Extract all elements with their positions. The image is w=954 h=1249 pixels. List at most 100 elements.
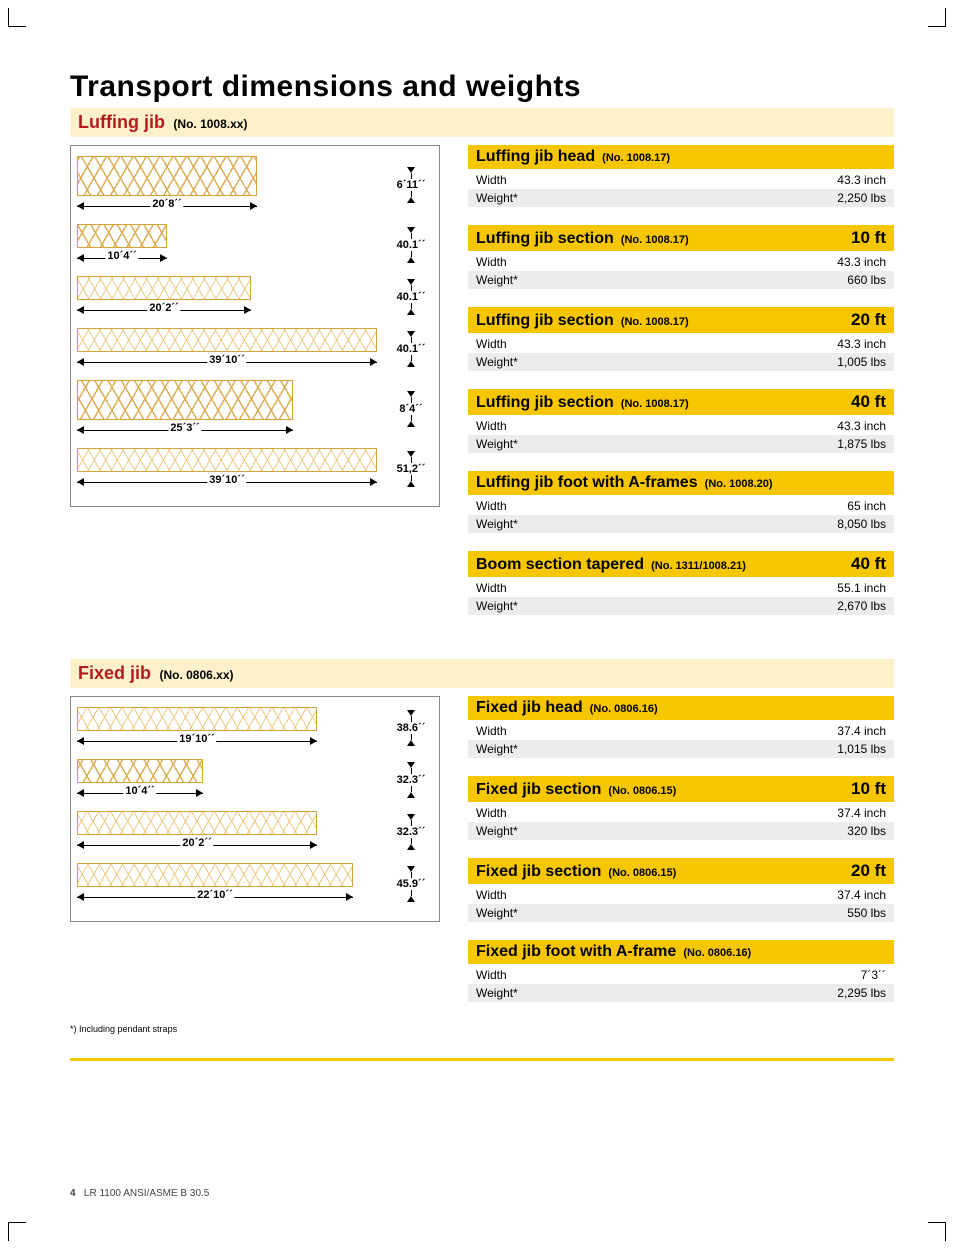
spec-header: Fixed jib section (No. 0806.15)10 ft bbox=[468, 776, 894, 804]
truss-icon bbox=[77, 276, 251, 300]
spec-row: Weight*8,050 lbs bbox=[468, 515, 894, 533]
spec-block: Fixed jib section (No. 0806.15)10 ftWidt… bbox=[468, 776, 894, 840]
diagram-row: 39´10´´ 51,2´´ bbox=[77, 448, 433, 490]
spec-sub: (No. 1008.17) bbox=[618, 398, 689, 410]
spec-right: 20 ft bbox=[851, 861, 886, 881]
diagram-row: 10´4´´ 40.1´´ bbox=[77, 224, 433, 266]
length-dimension: 39´10´´ bbox=[77, 476, 389, 490]
spec-row: Width43.3 inch bbox=[468, 335, 894, 353]
spec-sub: (No. 1008.17) bbox=[599, 152, 670, 164]
height-label: 38.6´´ bbox=[397, 722, 426, 734]
page-footer: 4 LR 1100 ANSI/ASME B 30.5 bbox=[70, 1188, 209, 1199]
length-dimension: 19´10´´ bbox=[77, 735, 389, 749]
height-dimension: 8´4´´ bbox=[389, 391, 433, 427]
spec-row-value: 37.4 inch bbox=[837, 806, 886, 820]
spec-title: Luffing jib head bbox=[476, 148, 595, 165]
length-dimension: 20´2´´ bbox=[77, 304, 389, 318]
spec-row-label: Width bbox=[476, 255, 507, 269]
spec-row-value: 320 lbs bbox=[847, 824, 886, 838]
length-label: 20´2´´ bbox=[180, 837, 213, 849]
truss-icon bbox=[77, 448, 377, 472]
height-dimension: 6´11´´ bbox=[389, 167, 433, 203]
spec-sub: (No. 0806.16) bbox=[680, 947, 751, 959]
spec-row-value: 1,875 lbs bbox=[837, 437, 886, 451]
spec-row-value: 37.4 inch bbox=[837, 888, 886, 902]
spec-title: Boom section tapered bbox=[476, 556, 644, 573]
spec-right: 40 ft bbox=[851, 554, 886, 574]
spec-row-label: Weight* bbox=[476, 273, 518, 287]
spec-header: Boom section tapered (No. 1311/1008.21) 4… bbox=[468, 551, 894, 579]
spec-row: Weight*1,875 lbs bbox=[468, 435, 894, 453]
luffing-diagram-box: 20´8´´6´11´´ 10´4´´ 40.1´´ 20´2´´ 40.1´´ 39´1… bbox=[70, 145, 440, 507]
length-dimension: 22´10´´ bbox=[77, 891, 389, 905]
truss-icon bbox=[77, 759, 203, 783]
spec-row-label: Weight* bbox=[476, 191, 518, 205]
spec-row-label: Weight* bbox=[476, 906, 518, 920]
spec-row: Width 7´3´´ bbox=[468, 966, 894, 984]
truss-icon bbox=[77, 811, 317, 835]
divider-bar bbox=[70, 1058, 894, 1061]
spec-row-label: Weight* bbox=[476, 742, 518, 756]
height-label: 40.1´´ bbox=[397, 343, 426, 355]
length-dimension: 20´8´´ bbox=[77, 200, 389, 214]
truss-icon bbox=[77, 707, 317, 731]
spec-sub: (No. 1008.17) bbox=[618, 234, 689, 246]
diagram-row: 19´10´´ 38.6´´ bbox=[77, 707, 433, 749]
spec-title: Luffing jib foot with A-frames bbox=[476, 474, 698, 491]
spec-header: Luffing jib section (No. 1008.17)10 ft bbox=[468, 225, 894, 253]
spec-row-value: 660 lbs bbox=[847, 273, 886, 287]
spec-sub: (No. 0806.16) bbox=[587, 703, 658, 715]
spec-header: Luffing jib head (No. 1008.17) bbox=[468, 145, 894, 171]
spec-right: 10 ft bbox=[851, 228, 886, 248]
spec-row-value: 1,005 lbs bbox=[837, 355, 886, 369]
spec-row-label: Width bbox=[476, 968, 507, 982]
spec-header: Fixed jib section (No. 0806.15)20 ft bbox=[468, 858, 894, 886]
spec-row: Width37.4 inch bbox=[468, 804, 894, 822]
spec-row: Weight*2,250 lbs bbox=[468, 189, 894, 207]
spec-row: Width43.3 inch bbox=[468, 253, 894, 271]
spec-row-value: 37.4 inch bbox=[837, 724, 886, 738]
length-label: 10´4´´ bbox=[105, 250, 138, 262]
spec-sub: (No. 1311/1008.21) bbox=[648, 560, 746, 572]
spec-header: Luffing jib section (No. 1008.17)20 ft bbox=[468, 307, 894, 335]
spec-row: Weight*1,005 lbs bbox=[468, 353, 894, 371]
footnote: *) Including pendant straps bbox=[70, 1024, 894, 1034]
height-label: 45.9´´ bbox=[397, 878, 426, 890]
spec-title: Luffing jib section bbox=[476, 394, 614, 411]
spec-row: Weight*1,015 lbs bbox=[468, 740, 894, 758]
length-label: 10´4´´ bbox=[123, 785, 156, 797]
height-label: 51,2´´ bbox=[397, 463, 426, 475]
spec-row-label: Weight* bbox=[476, 599, 518, 613]
spec-row-label: Width bbox=[476, 888, 507, 902]
spec-row-value: 2,295 lbs bbox=[837, 986, 886, 1000]
spec-row-value: 2,670 lbs bbox=[837, 599, 886, 613]
length-label: 19´10´´ bbox=[177, 733, 216, 745]
spec-header: Fixed jib head (No. 0806.16) bbox=[468, 696, 894, 722]
length-dimension: 39´10´´ bbox=[77, 356, 389, 370]
spec-row-label: Width bbox=[476, 499, 507, 513]
page-number: 4 bbox=[70, 1188, 76, 1199]
truss-icon bbox=[77, 380, 293, 420]
spec-row-label: Width bbox=[476, 173, 507, 187]
spec-title: Fixed jib section bbox=[476, 863, 601, 880]
spec-row-value: 550 lbs bbox=[847, 906, 886, 920]
spec-row-value: 65 inch bbox=[847, 499, 886, 513]
spec-row-value: 43.3 inch bbox=[837, 419, 886, 433]
height-dimension: 40.1´´ bbox=[389, 331, 433, 367]
spec-row: Width43.3 inch bbox=[468, 417, 894, 435]
height-label: 8´4´´ bbox=[399, 403, 422, 415]
height-label: 40.1´´ bbox=[397, 239, 426, 251]
spec-row-label: Width bbox=[476, 724, 507, 738]
truss-icon bbox=[77, 328, 377, 352]
diagram-row: 20´2´´32.3´´ bbox=[77, 811, 433, 853]
spec-block: Boom section tapered (No. 1311/1008.21) 4… bbox=[468, 551, 894, 615]
truss-icon bbox=[77, 863, 353, 887]
truss-icon bbox=[77, 224, 167, 248]
spec-block: Fixed jib section (No. 0806.15)20 ft Widt… bbox=[468, 858, 894, 922]
spec-block: Fixed jib head (No. 0806.16) Width 37.4 in… bbox=[468, 696, 894, 758]
length-label: 25´3´´ bbox=[168, 422, 201, 434]
spec-title: Fixed jib section bbox=[476, 781, 601, 798]
height-dimension: 40.1´´ bbox=[389, 227, 433, 263]
spec-row-label: Weight* bbox=[476, 824, 518, 838]
spec-row-value: 7´3´´ bbox=[861, 968, 886, 982]
